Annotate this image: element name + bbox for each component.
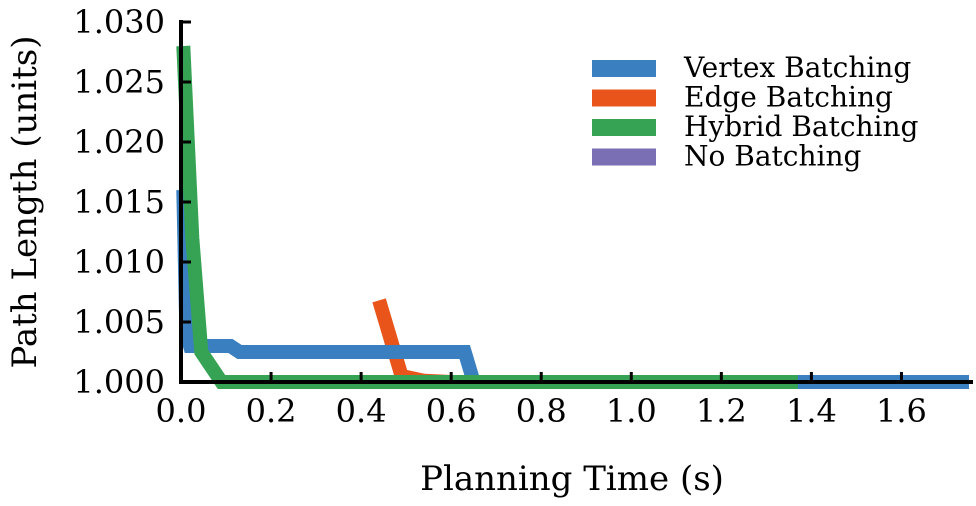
x-axis-label: Planning Time (s) [420, 459, 724, 499]
legend-label-edge-batching: Edge Batching [684, 81, 893, 114]
legend-swatch-edge-batching [592, 89, 656, 107]
legend-label-vertex-batching: Vertex Batching [683, 51, 911, 84]
legend-swatch-vertex-batching [592, 60, 656, 77]
x-tick-label: 0.4 [336, 392, 387, 430]
legend-swatch-hybrid-batching [592, 119, 656, 136]
x-tick-label: 0.8 [516, 392, 567, 430]
x-tick-label: 0.0 [156, 392, 207, 430]
y-tick-label: 1.010 [73, 243, 165, 281]
y-tick-label: 1.020 [73, 123, 165, 161]
y-tick-label: 1.030 [73, 3, 165, 41]
y-tick-label: 1.015 [73, 183, 165, 221]
y-tick-label: 1.000 [73, 363, 165, 401]
x-tick-label: 1.2 [696, 392, 747, 430]
y-tick-label: 1.025 [73, 63, 165, 101]
y-axis-label: Path Length (units) [5, 35, 45, 368]
legend-swatch-no-batching [592, 148, 656, 166]
ticks: 0.0 0.2 0.4 0.6 0.8 1.0 1.2 1.4 1.6 1.000 1.005 1.0… [73, 3, 927, 430]
y-tick-label: 1.005 [73, 303, 165, 341]
x-tick-label: 0.2 [246, 392, 297, 430]
x-tick-label: 1.0 [606, 392, 657, 430]
legend-label-hybrid-batching: Hybrid Batching [684, 110, 919, 143]
legend-label-no-batching: No Batching [684, 140, 861, 173]
x-tick-label: 1.4 [786, 392, 837, 430]
x-tick-label: 1.6 [876, 392, 927, 430]
x-tick-label: 0.6 [426, 392, 477, 430]
series-line-vertex-batching [176, 189, 969, 389]
